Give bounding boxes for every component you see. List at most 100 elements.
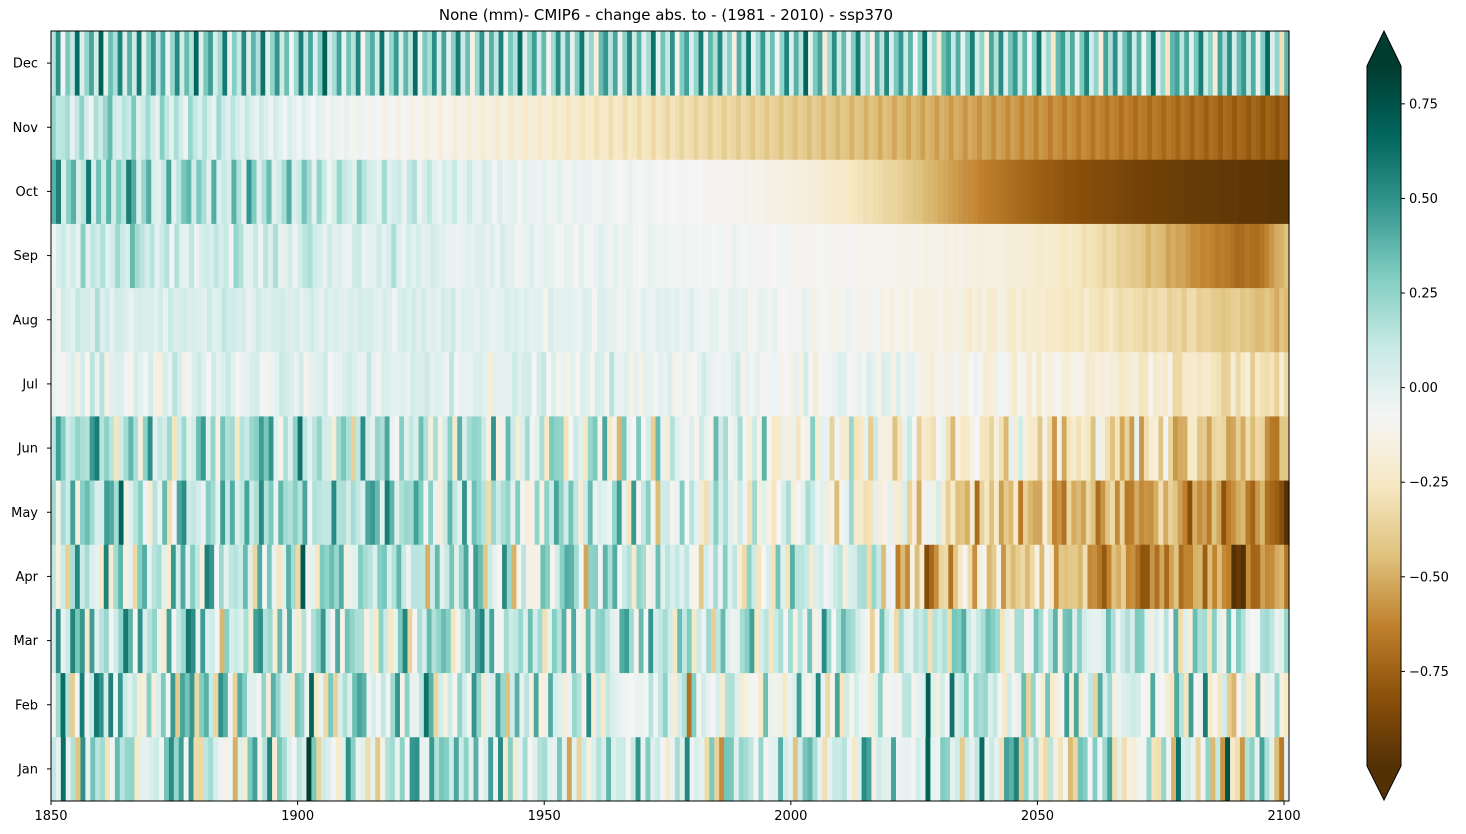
heatmap-cell-may-1912	[350, 480, 357, 545]
heatmap-cell-oct-1870	[151, 159, 157, 224]
heatmap-cell-oct-2077	[1188, 159, 1195, 224]
heatmap-cell-feb-1874	[165, 672, 172, 738]
heatmap-cell-jul-1913	[356, 351, 363, 417]
heatmap-cell-may-1964	[602, 480, 608, 545]
heatmap-cell-jun-2014	[844, 416, 850, 481]
heatmap-cell-aug-1872	[158, 287, 164, 353]
heatmap-cell-dec-1984	[689, 31, 695, 96]
heatmap-cell-may-1992	[737, 480, 744, 545]
heatmap-cell-jan-1883	[213, 736, 219, 802]
heatmap-cell-jul-1961	[589, 351, 596, 417]
heatmap-cell-may-2081	[1168, 480, 1174, 545]
heatmap-cell-dec-1865	[122, 31, 128, 96]
heatmap-cell-oct-1984	[722, 159, 729, 224]
heatmap-cell-jul-1957	[570, 351, 576, 417]
heatmap-cell-sep-2045	[1012, 223, 1019, 289]
heatmap-cell-jul-2092	[1225, 351, 1232, 417]
heatmap-cell-jul-2104	[1284, 351, 1290, 417]
heatmap-cell-nov-1957	[556, 95, 562, 160]
heatmap-cell-sep-1948	[534, 223, 540, 289]
heatmap-cell-dec-2039	[950, 31, 957, 96]
heatmap-cell-jun-1960	[582, 416, 589, 481]
heatmap-cell-may-1941	[491, 480, 497, 545]
heatmap-cell-aug-1952	[548, 287, 554, 353]
heatmap-cell-jan-1855	[75, 736, 82, 802]
heatmap-cell-oct-1987	[737, 159, 744, 224]
heatmap-cell-apr-1962	[588, 544, 594, 609]
heatmap-cell-jan-1886	[227, 736, 234, 802]
heatmap-cell-jun-1984	[699, 416, 705, 481]
colorbar-gradient	[1367, 66, 1401, 766]
heatmap-cell-mar-2054	[1033, 608, 1040, 674]
heatmap-cell-nov-1898	[277, 95, 284, 160]
heatmap-cell-mar-2004	[792, 608, 799, 674]
heatmap-cell-may-1939	[481, 480, 487, 545]
heatmap-cell-feb-1990	[720, 672, 726, 738]
heatmap-cell-mar-1970	[629, 608, 635, 674]
heatmap-cell-jul-1915	[366, 351, 373, 417]
heatmap-cell-apr-1953	[545, 544, 551, 609]
heatmap-cell-apr-2053	[1025, 544, 1031, 609]
heatmap-cell-oct-2063	[1118, 159, 1125, 224]
heatmap-cell-jun-1986	[708, 416, 715, 481]
heatmap-cell-dec-2022	[869, 31, 876, 96]
heatmap-cell-jun-2057	[1052, 416, 1058, 481]
heatmap-cell-dec-1915	[360, 31, 366, 96]
heatmap-cell-jan-1891	[252, 736, 258, 802]
heatmap-cell-oct-1933	[467, 159, 473, 224]
heatmap-cell-jan-2080	[1180, 736, 1187, 802]
heatmap-cell-feb-1881	[199, 672, 205, 738]
heatmap-cell-sep-1994	[761, 223, 767, 289]
heatmap-cell-jun-1921	[394, 416, 400, 481]
heatmap-cell-sep-1891	[253, 223, 259, 289]
y-tick-label-aug: Aug	[13, 313, 38, 328]
heatmap-cell-jun-1953	[549, 416, 555, 481]
heatmap-cell-apr-2002	[780, 544, 786, 609]
heatmap-cell-jan-2097	[1264, 736, 1270, 802]
heatmap-cell-may-2011	[829, 480, 836, 545]
heatmap-cell-apr-1933	[449, 544, 455, 609]
heatmap-cell-jun-1999	[771, 416, 777, 481]
heatmap-cell-jun-2069	[1110, 416, 1116, 481]
heatmap-cell-mar-1896	[272, 608, 279, 674]
heatmap-cell-apr-1877	[180, 544, 186, 609]
heatmap-cell-feb-2000	[767, 672, 774, 738]
heatmap-cell-apr-1896	[271, 544, 278, 609]
heatmap-cell-jul-2000	[779, 351, 785, 417]
heatmap-cell-may-1887	[229, 480, 236, 545]
heatmap-cell-dec-1922	[393, 31, 400, 96]
heatmap-cell-dec-1963	[589, 31, 595, 96]
heatmap-cell-jun-2036	[950, 416, 956, 481]
heatmap-cell-jun-1904	[312, 416, 318, 481]
heatmap-cell-jan-1960	[591, 736, 597, 802]
heatmap-cell-apr-1930	[434, 544, 441, 609]
heatmap-cell-aug-1867	[133, 287, 140, 353]
heatmap-cell-oct-1924	[421, 159, 428, 224]
heatmap-cell-may-1858	[89, 480, 96, 545]
heatmap-cell-aug-2055	[1050, 287, 1056, 353]
heatmap-cell-nov-1927	[414, 95, 421, 160]
heatmap-cell-apr-1943	[497, 544, 503, 609]
heatmap-cell-dec-1939	[474, 31, 481, 96]
heatmap-cell-oct-1998	[792, 159, 799, 224]
heatmap-cell-apr-1963	[593, 544, 599, 609]
heatmap-cell-feb-2099	[1241, 672, 1247, 738]
heatmap-cell-jul-1898	[284, 351, 290, 417]
heatmap-cell-aug-1994	[752, 287, 759, 353]
heatmap-cell-may-1852	[60, 480, 67, 545]
heatmap-cell-jul-1943	[502, 351, 508, 417]
heatmap-cell-mar-2063	[1077, 608, 1083, 674]
heatmap-cell-dec-2025	[884, 31, 890, 96]
heatmap-cell-jun-1958	[573, 416, 579, 481]
heatmap-cell-feb-1851	[55, 672, 62, 738]
heatmap-cell-sep-1975	[667, 223, 674, 289]
heatmap-cell-feb-2096	[1226, 672, 1233, 738]
heatmap-cell-apr-2036	[943, 544, 949, 609]
heatmap-cell-may-2075	[1139, 480, 1145, 545]
heatmap-cell-jan-1903	[311, 736, 317, 802]
heatmap-cell-sep-1904	[317, 223, 323, 289]
heatmap-cell-jul-2002	[788, 351, 795, 417]
heatmap-cell-jun-1882	[205, 416, 212, 481]
heatmap-cell-jul-1850	[51, 351, 57, 417]
heatmap-cell-jun-2049	[1013, 416, 1019, 481]
